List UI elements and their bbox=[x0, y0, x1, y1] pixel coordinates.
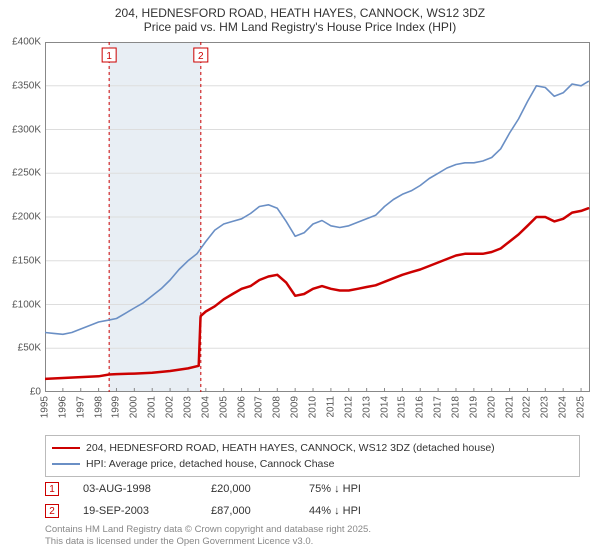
x-tick-label: 2009 bbox=[290, 396, 301, 418]
legend-label-hpi: HPI: Average price, detached house, Cann… bbox=[86, 456, 334, 472]
x-tick-label: 2020 bbox=[486, 396, 497, 418]
chart-title-subtitle: Price paid vs. HM Land Registry's House … bbox=[10, 20, 590, 34]
x-tick-label: 2002 bbox=[165, 396, 176, 418]
legend-swatch-property bbox=[52, 447, 80, 450]
y-tick-label: £100K bbox=[12, 299, 41, 310]
x-tick-label: 2013 bbox=[361, 396, 372, 418]
legend: 204, HEDNESFORD ROAD, HEATH HAYES, CANNO… bbox=[45, 435, 580, 477]
y-tick-label: £200K bbox=[12, 212, 41, 223]
event-row-2: 2 19-SEP-2003 £87,000 44% ↓ HPI bbox=[45, 500, 580, 522]
y-axis-labels: £0£50K£100K£150K£200K£250K£300K£350K£400… bbox=[0, 42, 45, 392]
x-tick-label: 2018 bbox=[450, 396, 461, 418]
x-tick-label: 2006 bbox=[236, 396, 247, 418]
legend-row-property: 204, HEDNESFORD ROAD, HEATH HAYES, CANNO… bbox=[52, 440, 573, 456]
x-tick-label: 2019 bbox=[468, 396, 479, 418]
chart-titles: 204, HEDNESFORD ROAD, HEATH HAYES, CANNO… bbox=[0, 0, 600, 36]
legend-label-property: 204, HEDNESFORD ROAD, HEATH HAYES, CANNO… bbox=[86, 440, 495, 456]
legend-swatch-hpi bbox=[52, 463, 80, 465]
x-tick-label: 2025 bbox=[576, 396, 587, 418]
x-tick-label: 2021 bbox=[504, 396, 515, 418]
legend-row-hpi: HPI: Average price, detached house, Cann… bbox=[52, 456, 573, 472]
x-tick-label: 1996 bbox=[57, 396, 68, 418]
x-tick-label: 1997 bbox=[75, 396, 86, 418]
y-tick-label: £250K bbox=[12, 168, 41, 179]
x-tick-label: 1999 bbox=[111, 396, 122, 418]
y-tick-label: £150K bbox=[12, 255, 41, 266]
x-tick-label: 2000 bbox=[129, 396, 140, 418]
y-tick-label: £50K bbox=[18, 343, 41, 354]
x-tick-label: 2005 bbox=[218, 396, 229, 418]
event-delta-1: 75% ↓ HPI bbox=[309, 483, 419, 495]
event-marker-1: 1 bbox=[45, 482, 59, 496]
x-tick-label: 1995 bbox=[40, 396, 51, 418]
credits-line1: Contains HM Land Registry data © Crown c… bbox=[45, 524, 580, 536]
chart-svg: 12 bbox=[45, 42, 590, 392]
x-tick-label: 2023 bbox=[540, 396, 551, 418]
chart-title-address: 204, HEDNESFORD ROAD, HEATH HAYES, CANNO… bbox=[10, 6, 590, 20]
x-tick-label: 2007 bbox=[254, 396, 265, 418]
svg-text:1: 1 bbox=[106, 51, 112, 62]
y-tick-label: £300K bbox=[12, 124, 41, 135]
events-list: 1 03-AUG-1998 £20,000 75% ↓ HPI 2 19-SEP… bbox=[45, 478, 580, 522]
x-tick-label: 2016 bbox=[415, 396, 426, 418]
x-tick-label: 2011 bbox=[325, 396, 336, 418]
x-tick-label: 2010 bbox=[308, 396, 319, 418]
x-tick-label: 2022 bbox=[522, 396, 533, 418]
chart-plot-area: 12 bbox=[45, 42, 590, 392]
event-date-2: 19-SEP-2003 bbox=[83, 505, 193, 517]
x-tick-label: 1998 bbox=[93, 396, 104, 418]
y-tick-label: £350K bbox=[12, 80, 41, 91]
event-delta-2: 44% ↓ HPI bbox=[309, 505, 419, 517]
credits-line2: This data is licensed under the Open Gov… bbox=[45, 536, 580, 548]
credits: Contains HM Land Registry data © Crown c… bbox=[45, 524, 580, 548]
svg-text:2: 2 bbox=[198, 51, 204, 62]
x-axis-labels: 1995199619971998199920002001200220032004… bbox=[45, 392, 590, 432]
event-price-2: £87,000 bbox=[211, 505, 291, 517]
y-tick-label: £400K bbox=[12, 37, 41, 48]
x-tick-label: 2017 bbox=[433, 396, 444, 418]
x-tick-label: 2015 bbox=[397, 396, 408, 418]
event-price-1: £20,000 bbox=[211, 483, 291, 495]
event-marker-2: 2 bbox=[45, 504, 59, 518]
x-tick-label: 2024 bbox=[558, 396, 569, 418]
x-tick-label: 2012 bbox=[343, 396, 354, 418]
x-tick-label: 2004 bbox=[200, 396, 211, 418]
event-date-1: 03-AUG-1998 bbox=[83, 483, 193, 495]
x-tick-label: 2001 bbox=[147, 396, 158, 418]
x-tick-label: 2008 bbox=[272, 396, 283, 418]
x-tick-label: 2003 bbox=[182, 396, 193, 418]
x-tick-label: 2014 bbox=[379, 396, 390, 418]
event-row-1: 1 03-AUG-1998 £20,000 75% ↓ HPI bbox=[45, 478, 580, 500]
